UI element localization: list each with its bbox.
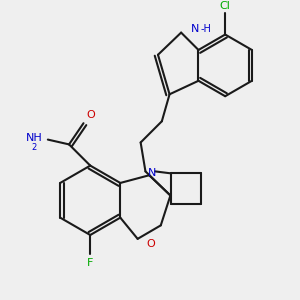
Text: -H: -H	[201, 24, 212, 34]
Text: O: O	[87, 110, 96, 121]
Text: NH: NH	[26, 133, 43, 143]
Text: F: F	[87, 258, 93, 268]
Text: 2: 2	[32, 143, 37, 152]
Text: N: N	[148, 168, 156, 178]
Text: Cl: Cl	[220, 1, 231, 10]
Text: O: O	[147, 239, 155, 249]
Text: N: N	[190, 24, 199, 34]
